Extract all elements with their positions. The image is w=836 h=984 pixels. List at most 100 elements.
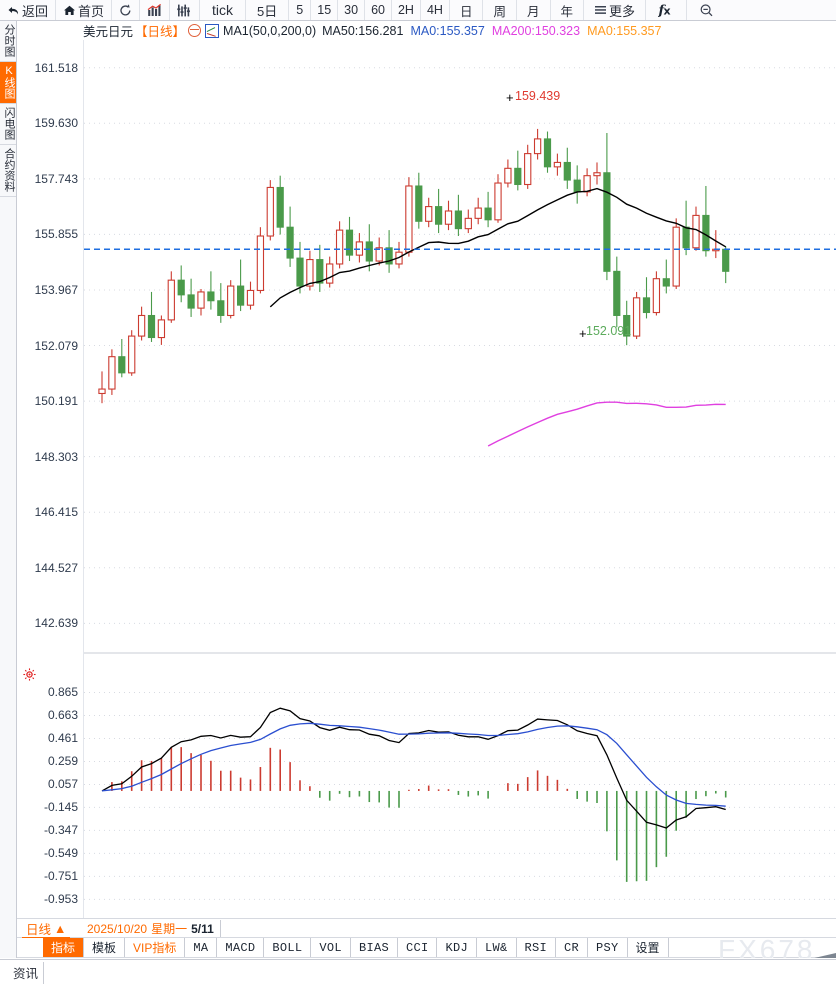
period-4h[interactable]: 4H: [421, 0, 450, 20]
chart-area: 美元日元 【日线】 MA1(50,0,200,0) MA50:156.281 M…: [17, 21, 836, 936]
tab-cr[interactable]: CR: [556, 938, 589, 957]
sidebar-item-timeshare-label: 分时图: [3, 24, 15, 57]
period-15m[interactable]: 15: [311, 0, 339, 20]
macd-tick-label: 0.259: [47, 754, 78, 769]
ma-settings-icon[interactable]: [205, 23, 220, 38]
price-tick-label: 144.527: [34, 560, 78, 575]
tab-boll-label: BOLL: [272, 940, 303, 955]
period-60m-label: 60: [371, 3, 385, 17]
period-2h-label: 2H: [397, 3, 414, 17]
crosshair-high-marker: +: [506, 90, 514, 105]
sidebar-item-contract-label: 合约资料: [3, 148, 15, 192]
sidebar-item-kline[interactable]: K线图: [0, 62, 16, 104]
tab-vip-label: VIP指标: [133, 941, 177, 955]
price-tick-label: 148.303: [34, 449, 78, 464]
foot-tab-news[interactable]: 资讯: [8, 962, 45, 984]
tab-rsi[interactable]: RSI: [517, 938, 557, 957]
period-tick[interactable]: tick: [200, 0, 247, 20]
ma50-value: MA50:156.281: [322, 23, 404, 38]
sidebar-item-lightning[interactable]: 闪电图: [0, 104, 16, 145]
period-60m[interactable]: 60: [365, 0, 392, 20]
tab-bias[interactable]: BIAS: [351, 938, 398, 957]
ma-config: MA1(50,0,200,0): [223, 23, 317, 38]
more-button[interactable]: 更多: [584, 0, 647, 20]
status-period-tag[interactable]: 日线 ▲: [22, 920, 71, 939]
plot-canvas[interactable]: [83, 40, 836, 918]
tab-vol[interactable]: VOL: [311, 938, 351, 957]
symbol-name: 美元日元: [83, 25, 134, 39]
sidebar-item-kline-label: K线图: [3, 65, 15, 99]
back-label: 返回: [22, 3, 49, 19]
period-month-label: 月: [526, 4, 540, 19]
top-toolbar: 返回 首页: [0, 0, 836, 21]
sidebar-item-lightning-label: 闪电图: [3, 107, 15, 140]
tab-vol-label: VOL: [319, 940, 342, 955]
tab-boll[interactable]: BOLL: [264, 938, 312, 957]
period-30m[interactable]: 30: [338, 0, 366, 20]
tab-zhibiao[interactable]: 指标: [43, 938, 85, 957]
tab-kdj[interactable]: KDJ: [437, 938, 477, 957]
tab-macd-label: MACD: [225, 940, 256, 955]
price-tick-label: 142.639: [34, 616, 78, 631]
home-button[interactable]: 首页: [56, 0, 113, 20]
period-year[interactable]: 年: [551, 0, 585, 20]
chart-type-button[interactable]: [140, 0, 171, 20]
period-5d[interactable]: 5日: [246, 0, 290, 20]
price-tick-label: 155.855: [34, 227, 78, 242]
macd-tick-label: 0.663: [47, 708, 78, 723]
home-label: 首页: [78, 3, 105, 19]
tab-settings-label: 设置: [635, 941, 660, 955]
price-tick-label: 146.415: [34, 505, 78, 520]
period-month[interactable]: 月: [517, 0, 551, 20]
tab-rsi-label: RSI: [524, 940, 548, 955]
tab-zhibiao-label: 指标: [51, 941, 76, 955]
tab-lw[interactable]: LW&: [477, 938, 517, 957]
tab-ma[interactable]: MA: [185, 938, 218, 957]
period-5m[interactable]: 5: [289, 0, 312, 20]
tab-vip[interactable]: VIP指标: [125, 938, 186, 957]
minus-circle-icon[interactable]: [188, 24, 202, 37]
period-day[interactable]: 日: [450, 0, 484, 20]
triangle-up-icon: ▲: [54, 921, 67, 936]
tab-muban[interactable]: 模板: [84, 938, 126, 957]
price-chart-header: 美元日元 【日线】 MA1(50,0,200,0) MA50:156.281 M…: [83, 21, 661, 40]
tab-psy[interactable]: PSY: [588, 938, 628, 957]
period-5d-label: 5日: [257, 3, 278, 19]
macd-tick-label: -0.549: [43, 846, 78, 861]
status-period-label: 日线: [26, 923, 52, 937]
period-2h[interactable]: 2H: [392, 0, 421, 20]
low-price-label: 152.091: [586, 324, 632, 338]
tab-cci[interactable]: CCI: [398, 938, 438, 957]
period-week[interactable]: 周: [483, 0, 517, 20]
indicator-button[interactable]: [170, 0, 201, 20]
period-tick-label: tick: [212, 2, 234, 18]
high-price-label: 159.439: [515, 89, 561, 103]
tab-settings[interactable]: 设置: [628, 938, 669, 957]
svg-text:x: x: [664, 5, 671, 18]
hamburger-icon: [594, 4, 607, 16]
refresh-icon: [118, 3, 133, 18]
ma200-value: MA200:150.323: [491, 23, 581, 38]
tab-macd[interactable]: MACD: [217, 938, 265, 957]
tab-cci-label: CCI: [405, 940, 429, 955]
zoom-out-button[interactable]: [687, 0, 726, 20]
back-button[interactable]: 返回: [0, 0, 57, 20]
formula-button[interactable]: f x: [646, 0, 688, 20]
tab-kdj-label: KDJ: [445, 940, 468, 955]
macd-tick-label: -0.347: [43, 823, 78, 838]
indicator-tab-bar: 指标 模板 VIP指标 MA MACD BOLL VOL BIAS CCI KD…: [17, 938, 836, 958]
sidebar-item-timeshare[interactable]: 分时图: [0, 21, 16, 62]
period-week-label: 周: [493, 4, 506, 19]
left-sidebar: 分时图 K线图 闪电图 合约资料: [0, 21, 17, 962]
sun-icon[interactable]: [23, 668, 36, 681]
crosshair-low-marker: +: [579, 326, 587, 341]
period-4h-label: 4H: [426, 3, 443, 17]
status-bar: 日线 ▲ 2025/10/20 星期一 5/11: [17, 918, 836, 939]
status-date: 2025/10/20: [87, 921, 148, 936]
foot-bar: 资讯: [0, 958, 836, 984]
period-day-label: 日: [459, 4, 473, 19]
sidebar-item-contract[interactable]: 合约资料: [0, 145, 16, 197]
status-weekday: 星期一: [151, 922, 188, 936]
refresh-button[interactable]: [112, 0, 141, 20]
